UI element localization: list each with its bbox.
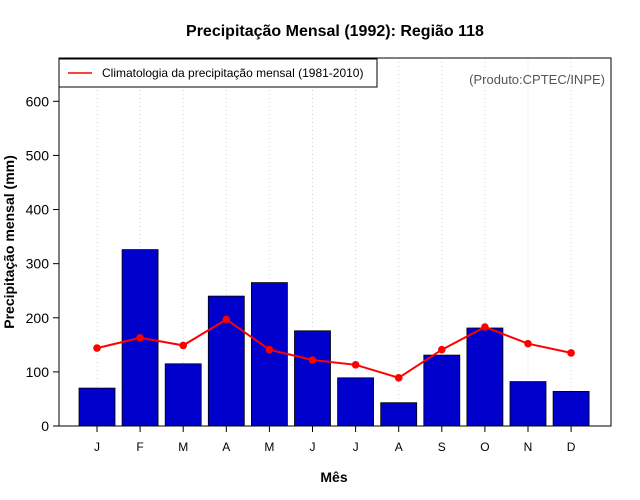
bar-a-8 xyxy=(380,402,418,427)
x-tick-label: D xyxy=(567,440,576,454)
climatology-point-7 xyxy=(351,361,360,369)
bar-d-12 xyxy=(552,390,590,427)
x-tick-label: A xyxy=(395,440,403,454)
y-tick-label: 0 xyxy=(41,418,49,434)
y-tick-label: 100 xyxy=(26,364,50,380)
climatology-point-11 xyxy=(524,339,532,348)
climatology-point-10 xyxy=(481,323,489,331)
climatology-point-2 xyxy=(136,334,144,342)
y-tick-label: 500 xyxy=(26,147,50,163)
x-tick-label: A xyxy=(222,440,230,454)
x-tick-label: S xyxy=(438,440,446,454)
climatology-point-1 xyxy=(93,344,101,352)
bar-j-6 xyxy=(294,330,331,427)
climatology-point-8 xyxy=(394,374,403,382)
legend-entry-climatology: Climatologia da precipitação mensal (198… xyxy=(102,66,363,80)
x-tick-label: N xyxy=(524,440,533,454)
grid-lines xyxy=(96,58,572,426)
legend: Climatologia da precipitação mensal (198… xyxy=(58,58,378,88)
climatology-point-12 xyxy=(567,349,575,357)
climatology-line-group xyxy=(93,315,575,382)
bars-group xyxy=(78,249,590,427)
x-tick-label: M xyxy=(178,440,188,454)
y-tick-label: 300 xyxy=(26,256,50,272)
bar-o-10 xyxy=(466,327,504,427)
climatology-point-9 xyxy=(438,345,446,354)
legend-box xyxy=(58,58,378,88)
x-tick-label: J xyxy=(310,440,316,454)
y-tick-label: 200 xyxy=(26,310,50,326)
climatology-point-6 xyxy=(308,356,317,364)
bar-j-7 xyxy=(337,377,375,427)
credit-annotation: (Produto:CPTEC/INPE) xyxy=(469,72,605,87)
climatology-point-4 xyxy=(222,315,231,324)
x-tick-label: F xyxy=(136,440,143,454)
bar-a-4 xyxy=(207,295,245,427)
bar-n-11 xyxy=(509,381,547,427)
chart-title: Precipitação Mensal (1992): Região 118 xyxy=(186,23,484,40)
plot-frame xyxy=(58,57,612,427)
x-tick-label: M xyxy=(264,440,274,454)
y-axis-label: Precipitação mensal (mm) xyxy=(1,155,17,329)
x-tick-label: J xyxy=(94,440,100,454)
y-tick-label: 600 xyxy=(26,93,50,109)
y-tick-label: 400 xyxy=(26,202,50,218)
climatology-point-3 xyxy=(179,341,187,350)
y-axis: 0 100 200 300 400 500 600 xyxy=(26,93,59,434)
x-axis-label: Mês xyxy=(320,469,347,485)
x-tick-label: O xyxy=(480,440,489,454)
bar-s-9 xyxy=(423,354,461,427)
climatology-line xyxy=(96,318,572,379)
bar-m-5 xyxy=(250,282,288,427)
climatology-point-5 xyxy=(265,345,274,354)
bar-j-1 xyxy=(78,387,116,427)
x-tick-label: J xyxy=(353,440,359,454)
bar-m-3 xyxy=(164,363,202,427)
